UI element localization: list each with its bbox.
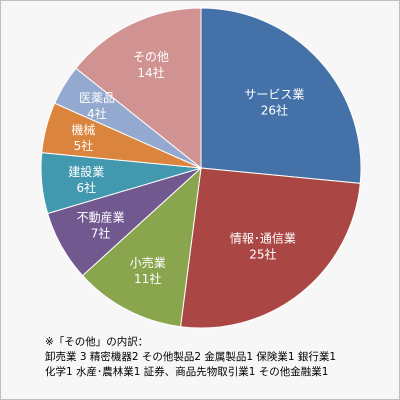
pie-label-8: その他 14社	[133, 50, 169, 80]
pie-label-2: 情報･通信業 25社	[230, 232, 296, 262]
footnote-title: ※「その他」の内訳：	[45, 336, 149, 348]
pie-slice-3	[81, 166, 202, 328]
pie-label-4: 不動産業 7社	[77, 210, 125, 241]
pie-label-5: 建設業 6社	[68, 164, 104, 195]
pie-label-3: 小売業 11社	[130, 255, 166, 286]
footnote-line-1: 卸売業 3 精密機器2 その他製品2 金属製品1 保険業1 銀行業1	[45, 351, 337, 363]
footnote: ※「その他」の内訳： 卸売業 3 精密機器2 その他製品2 金属製品1 保険業1…	[45, 335, 395, 380]
pie-slice-8	[75, 7, 202, 170]
pie-label-7: 医薬品 4社	[79, 91, 115, 121]
pie-label-1: サービス業 26社	[244, 87, 304, 117]
pie-slice-2	[179, 167, 361, 329]
pie-label-6: 機械 5社	[71, 122, 95, 153]
footnote-line-2: 化学1 水産･農林業1 証券、商品先物取引業1 その他金融業1	[45, 366, 329, 378]
pie-slice-1	[200, 7, 362, 184]
